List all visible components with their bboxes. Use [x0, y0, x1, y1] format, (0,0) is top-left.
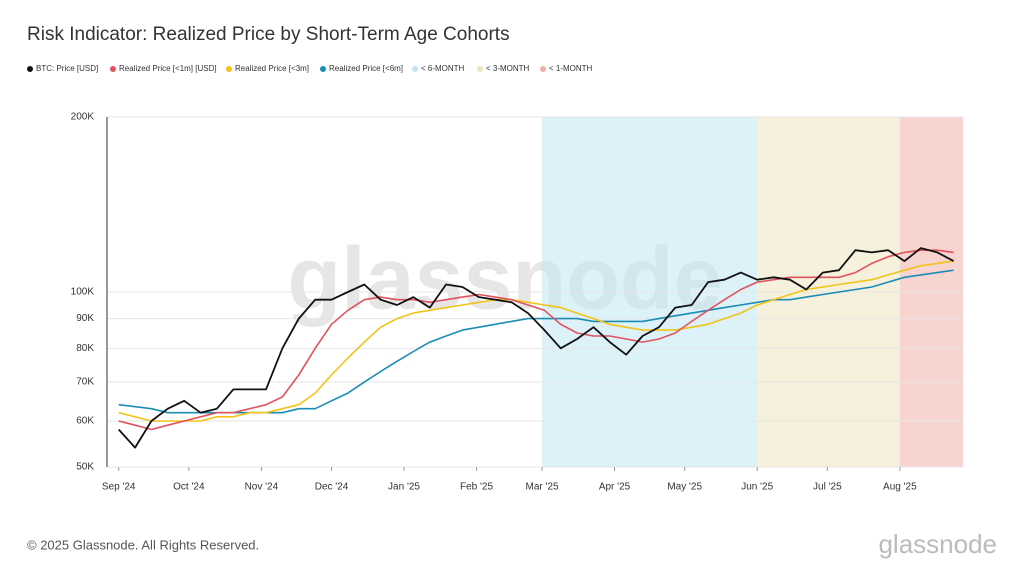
legend-label: Realized Price [<6m]: [329, 64, 403, 73]
legend-label: < 1-MONTH: [549, 64, 593, 73]
legend-marker: [320, 66, 326, 72]
x-tick-label: Dec '24: [315, 482, 349, 493]
legend-marker: [110, 66, 116, 72]
y-tick-label: 200K: [71, 112, 95, 123]
x-tick-label: Nov '24: [245, 482, 279, 493]
logo: glassnode: [878, 529, 997, 559]
legend-marker: [412, 66, 418, 72]
x-tick-label: Sep '24: [102, 482, 136, 493]
legend-marker: [477, 66, 483, 72]
legend-label: < 6-MONTH: [421, 64, 465, 73]
legend-marker: [27, 66, 33, 72]
legend-marker: [540, 66, 546, 72]
x-tick-label: Jun '25: [741, 482, 773, 493]
x-tick-label: Oct '24: [173, 482, 205, 493]
y-tick-label: 50K: [76, 462, 94, 473]
footer: © 2025 Glassnode. All Rights Reserved.: [27, 537, 259, 552]
series-line: [118, 249, 954, 431]
x-tick-label: Mar '25: [525, 482, 558, 493]
x-tick-label: Aug '25: [883, 482, 917, 493]
series-line: [118, 247, 955, 449]
y-tick-label: 100K: [71, 287, 95, 298]
y-tick-label: 60K: [76, 416, 94, 427]
x-tick-label: May '25: [667, 482, 702, 493]
legend-label: Realized Price [<3m]: [235, 64, 309, 73]
legend-label: < 3-MONTH: [486, 64, 530, 73]
chart-title: Risk Indicator: Realized Price by Short-…: [27, 24, 510, 45]
y-tick-label: 90K: [76, 313, 94, 324]
x-tick-label: Apr '25: [599, 482, 631, 493]
x-tick-label: Jan '25: [388, 482, 420, 493]
y-tick-label: 80K: [76, 343, 94, 354]
y-tick-label: 70K: [76, 377, 94, 388]
legend-marker: [226, 66, 232, 72]
x-tick-label: Jul '25: [813, 482, 842, 493]
series-line: [118, 260, 954, 422]
legend-label: Realized Price [<1m] [USD]: [119, 64, 217, 73]
legend-label: BTC: Price [USD]: [36, 64, 98, 73]
x-tick-label: Feb '25: [460, 482, 493, 493]
